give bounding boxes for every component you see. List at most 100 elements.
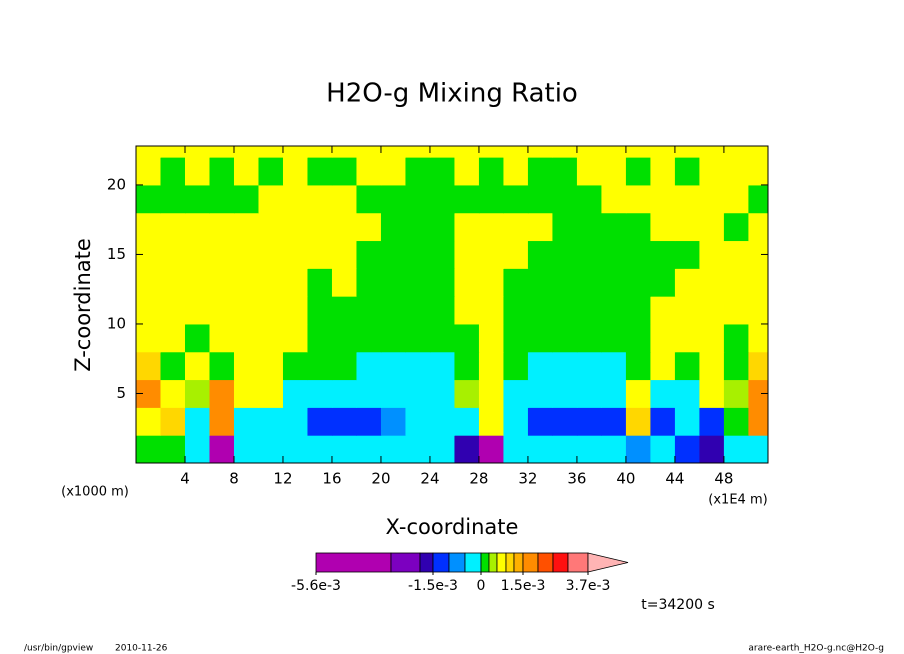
field-cell xyxy=(552,184,578,214)
field-cell xyxy=(307,351,333,381)
field-cell xyxy=(184,240,210,269)
colorbar-segment xyxy=(448,552,466,573)
colorbar-segment xyxy=(390,552,421,573)
field-cell xyxy=(552,407,578,436)
field-cell xyxy=(282,184,308,214)
field-cell xyxy=(258,323,284,353)
field-cell xyxy=(527,157,553,186)
field-cell xyxy=(307,296,333,325)
field-cell xyxy=(699,435,725,464)
field-cell xyxy=(380,323,406,353)
field-cell xyxy=(527,146,553,158)
colorbar-segment xyxy=(464,552,482,573)
field-cell xyxy=(503,212,529,242)
field-cell xyxy=(601,268,627,297)
field-cell xyxy=(160,435,186,464)
field-cell xyxy=(331,296,357,325)
field-cell xyxy=(674,240,700,269)
field-cell xyxy=(601,157,627,186)
field-cell xyxy=(723,296,749,325)
colorbar-segment xyxy=(419,552,434,573)
field-cell xyxy=(723,157,749,186)
field-cell xyxy=(625,296,651,325)
field-cell xyxy=(454,157,480,186)
field-cell xyxy=(356,212,382,242)
field-cell xyxy=(307,240,333,269)
field-cell xyxy=(454,268,480,297)
field-cell xyxy=(650,184,676,214)
field-cell xyxy=(209,212,235,242)
field-cell xyxy=(136,184,161,214)
field-cell xyxy=(674,212,700,242)
field-cell xyxy=(136,268,161,297)
field-cell xyxy=(601,351,627,381)
field-cell xyxy=(650,407,676,436)
field-cell xyxy=(478,296,504,325)
colorbar-segment xyxy=(432,552,450,573)
colorbar-segment xyxy=(315,552,392,573)
field-cell xyxy=(356,296,382,325)
field-cell xyxy=(258,268,284,297)
field-cell xyxy=(576,323,602,353)
field-cell xyxy=(478,268,504,297)
field-cell xyxy=(503,435,529,464)
field-cell xyxy=(356,157,382,186)
field-cell xyxy=(233,268,259,297)
field-cell xyxy=(405,146,431,158)
x-tick-label: 36 xyxy=(567,470,586,488)
field-cell xyxy=(184,212,210,242)
field-cell xyxy=(674,379,700,408)
field-cell xyxy=(380,212,406,242)
field-cell xyxy=(209,296,235,325)
colorbar-segment xyxy=(480,552,490,573)
field-cell xyxy=(184,435,210,464)
field-cell xyxy=(552,379,578,408)
field-cell xyxy=(601,407,627,436)
field-cell xyxy=(527,351,553,381)
field-cell xyxy=(160,157,186,186)
field-cell xyxy=(454,240,480,269)
field-cell xyxy=(650,240,676,269)
field-cell xyxy=(478,157,504,186)
field-cell xyxy=(258,296,284,325)
field-cell xyxy=(650,323,676,353)
field-cell xyxy=(160,268,186,297)
field-cell xyxy=(405,157,431,186)
field-cell xyxy=(503,407,529,436)
field-cell xyxy=(454,435,480,464)
field-cell xyxy=(601,184,627,214)
field-cell xyxy=(650,212,676,242)
field-cell xyxy=(527,296,553,325)
x-tick-label: 44 xyxy=(665,470,684,488)
field-cell xyxy=(380,146,406,158)
field-cell xyxy=(405,268,431,297)
field-cell xyxy=(233,212,259,242)
field-cell xyxy=(650,268,676,297)
field-cell xyxy=(748,212,769,242)
field-cell xyxy=(478,379,504,408)
colorbar-tick-label: -1.5e-3 xyxy=(408,578,458,594)
field-cell xyxy=(282,212,308,242)
field-cell xyxy=(405,435,431,464)
field-cell xyxy=(503,240,529,269)
field-cell xyxy=(429,351,455,381)
field-cell xyxy=(331,146,357,158)
field-cell xyxy=(282,157,308,186)
field-cell xyxy=(527,379,553,408)
field-cell xyxy=(650,435,676,464)
field-cell xyxy=(625,351,651,381)
field-cell xyxy=(429,212,455,242)
field-cell xyxy=(576,268,602,297)
field-cell xyxy=(478,435,504,464)
field-cell xyxy=(625,146,651,158)
field-cell xyxy=(307,268,333,297)
field-cell xyxy=(282,146,308,158)
field-cell xyxy=(748,435,769,464)
field-cell xyxy=(184,184,210,214)
field-cell xyxy=(184,379,210,408)
field-cell xyxy=(380,379,406,408)
colorbar-segment xyxy=(496,552,507,573)
colorbar-segment xyxy=(522,552,539,573)
